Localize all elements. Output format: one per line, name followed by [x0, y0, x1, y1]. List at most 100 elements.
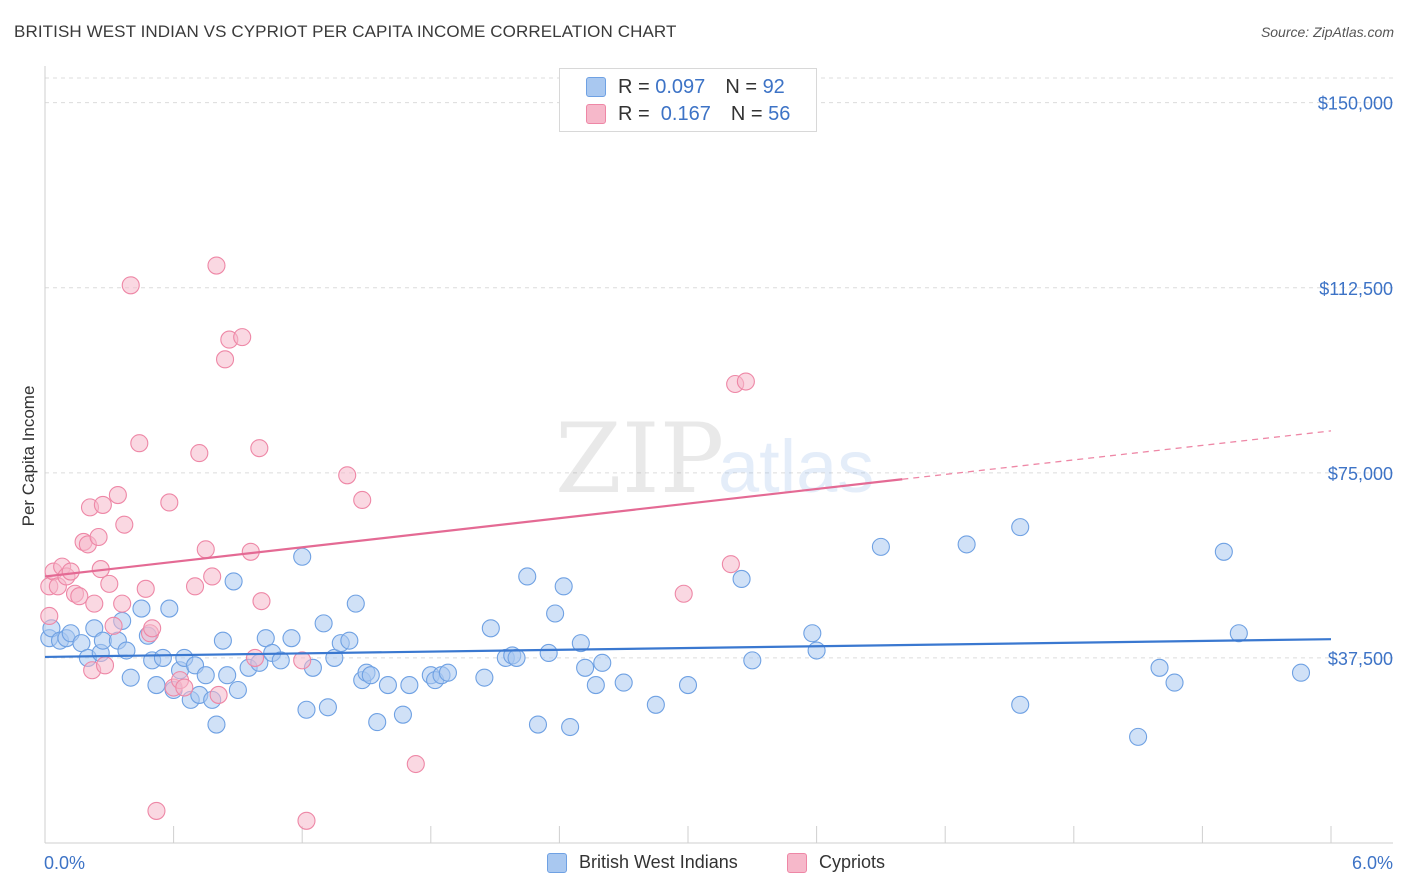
x-tick-label: 0.0% — [44, 853, 85, 873]
data-point — [528, 715, 548, 734]
data-point — [228, 680, 247, 700]
data-point — [646, 695, 665, 714]
legend-n-value: 92 — [762, 75, 785, 98]
data-point — [95, 656, 115, 675]
trend-line-cypriots-extension — [902, 430, 1332, 480]
data-point — [1011, 695, 1030, 714]
data-point — [297, 700, 316, 719]
data-point — [147, 801, 166, 820]
data-point — [406, 754, 425, 774]
data-point — [252, 592, 271, 611]
data-point — [393, 705, 412, 724]
axes — [44, 66, 1393, 844]
data-point — [1165, 673, 1184, 692]
data-point — [1291, 663, 1311, 682]
data-point — [209, 685, 228, 704]
data-point — [1150, 658, 1169, 677]
data-point — [185, 577, 205, 596]
data-point — [481, 619, 500, 638]
legend-swatch-pink — [586, 104, 606, 124]
legend-row-blue: R = 0.097 N = 92 — [586, 75, 785, 99]
data-point — [190, 444, 209, 463]
correlation-legend: R = 0.097 N = 92 R = 0.167 N = 56 — [559, 68, 817, 132]
data-point — [282, 629, 301, 648]
legend-label: British West Indians — [579, 852, 738, 872]
data-point — [1129, 727, 1148, 746]
watermark-atlas: atlas — [718, 425, 874, 508]
legend-r-label: R = — [618, 75, 656, 98]
data-point — [1214, 542, 1233, 561]
data-point — [108, 485, 127, 505]
data-point — [218, 666, 237, 685]
data-point — [143, 619, 162, 638]
data-point — [203, 567, 222, 586]
data-point — [293, 547, 312, 566]
data-point — [271, 651, 290, 670]
source-label: Source: ZipAtlas.com — [1260, 24, 1394, 40]
data-point — [346, 594, 365, 613]
data-point — [40, 606, 59, 626]
y-tick-label: $75,000 — [1328, 464, 1393, 484]
series-cypriots — [40, 256, 755, 830]
data-point — [297, 811, 316, 830]
data-point — [136, 579, 155, 598]
legend-r-value: 0.167 — [655, 102, 711, 125]
legend-n-value: 56 — [768, 102, 791, 125]
data-point — [104, 616, 123, 635]
data-point — [93, 495, 112, 514]
data-point — [338, 466, 357, 485]
trend-lines — [44, 430, 1332, 659]
data-point — [957, 535, 976, 554]
data-point — [132, 599, 151, 618]
legend-row-pink: R = 0.167 N = 56 — [586, 102, 790, 126]
data-point — [196, 540, 215, 559]
watermark: ZIP atlas — [555, 403, 874, 515]
data-point — [732, 569, 751, 589]
data-point — [340, 631, 359, 650]
y-axis-label: Per Capita Income — [19, 386, 38, 527]
legend-label: Cypriots — [819, 852, 886, 872]
data-point — [571, 634, 590, 653]
data-point — [85, 594, 104, 613]
data-point — [674, 584, 693, 603]
data-point — [614, 673, 633, 692]
data-point — [207, 715, 226, 734]
legend-item-cypriots: Cypriots — [787, 852, 885, 873]
chart-title: BRITISH WEST INDIAN VS CYPRIOT PER CAPIT… — [14, 22, 677, 41]
data-point — [743, 651, 762, 670]
trend-line-cypriots — [44, 478, 903, 578]
data-point — [250, 439, 269, 458]
y-tick-label: $150,000 — [1318, 94, 1393, 114]
watermark-zip: ZIP — [555, 403, 724, 515]
data-point — [175, 678, 194, 697]
legend-swatch-pink — [787, 852, 807, 873]
legend-r-value: 0.097 — [655, 75, 706, 98]
data-point — [153, 648, 172, 667]
data-point — [233, 328, 252, 347]
data-point — [1011, 518, 1030, 537]
data-point — [518, 567, 537, 586]
trend-line-british-west-indians — [44, 638, 1332, 659]
data-point — [368, 713, 387, 732]
data-point — [61, 562, 80, 581]
data-point — [576, 658, 595, 677]
legend-n-label: N = — [725, 75, 763, 98]
data-point — [539, 643, 558, 663]
x-tick-label: 6.0% — [1352, 853, 1393, 873]
data-point — [207, 256, 226, 275]
data-point — [215, 350, 235, 369]
data-point — [89, 527, 108, 547]
grid-lines — [45, 77, 1393, 659]
data-point — [353, 490, 372, 510]
data-point — [70, 587, 89, 606]
y-tick-labels: $37,500 $75,000 $112,500 $150,000 — [1318, 94, 1393, 669]
data-point — [871, 537, 890, 556]
data-point — [121, 668, 140, 687]
data-point — [721, 555, 740, 574]
data-point — [475, 668, 494, 687]
legend-swatch-blue — [586, 77, 606, 97]
data-point — [130, 434, 149, 453]
x-tick-labels: 0.0% 6.0% — [44, 853, 1393, 873]
legend-item-british-west-indians: British West Indians — [547, 852, 738, 873]
